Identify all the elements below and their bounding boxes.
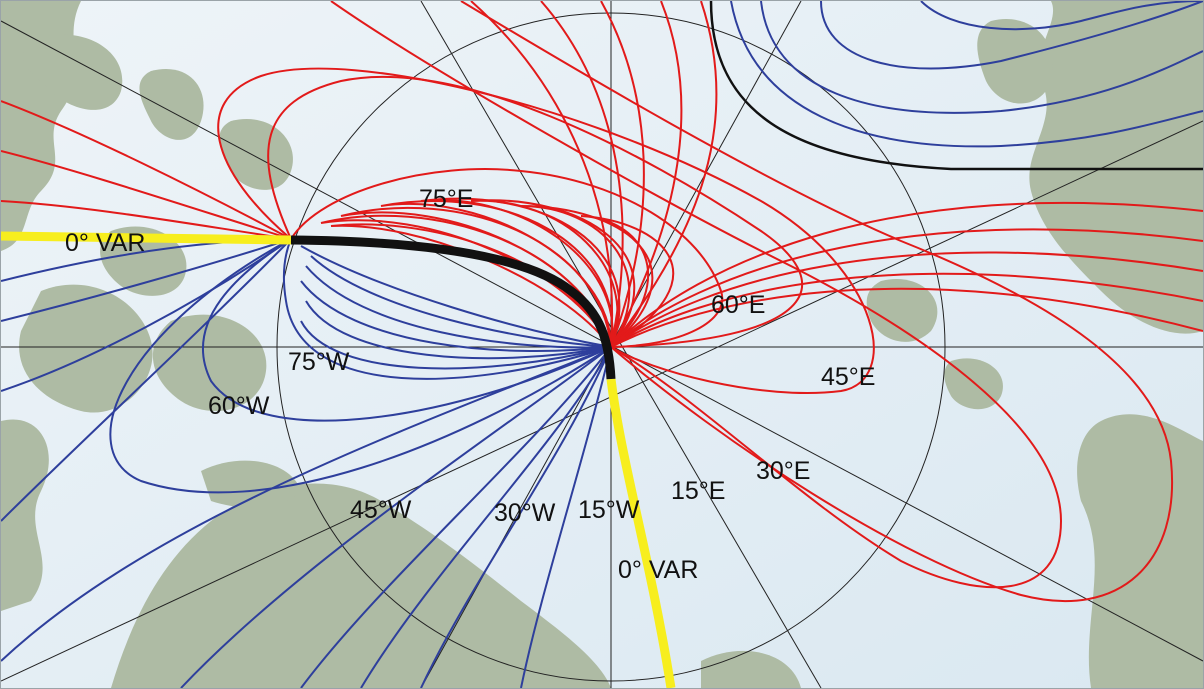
west-loop-inner-5	[305, 300, 612, 360]
label-15-west: 15°W	[578, 496, 640, 524]
zero-var-west-line	[1, 231, 292, 245]
label-30-east: 30°E	[756, 457, 810, 485]
land-west-coast	[1, 419, 49, 611]
meridian-steep-1	[420, 1, 822, 688]
west-loop-75	[282, 238, 612, 380]
west-line-sw-2	[300, 346, 612, 688]
east-loop-15	[460, 1, 1174, 602]
west-line-30	[180, 346, 612, 688]
west-line-w-4	[1, 238, 292, 522]
east-line-ne-4	[610, 228, 1203, 348]
land-franz-josef	[866, 279, 938, 342]
land-siberia-upper	[977, 19, 1053, 104]
label-60-west: 60°W	[208, 392, 270, 420]
label-75-west: 75°W	[288, 348, 350, 376]
land-greenland	[111, 483, 611, 688]
west-line-w-2	[1, 238, 292, 322]
east-loop-inner-8	[580, 215, 675, 348]
land-greenland-north	[201, 460, 301, 508]
east-line-n-1	[470, 1, 613, 348]
east-line-west-2	[1, 150, 292, 240]
east-line-west-1	[1, 100, 292, 240]
land-siberia-east	[1029, 1, 1203, 334]
east-line-n-3	[600, 1, 645, 348]
magnetic-pole-connector	[290, 235, 616, 380]
east-line-ne-3	[610, 251, 1203, 348]
east-line-n-2	[540, 1, 624, 348]
east-line-ne-1	[610, 287, 1203, 348]
west-line-w-3	[1, 238, 292, 392]
west-line-ne-2	[760, 1, 1203, 114]
east-loop-inner-7	[520, 205, 654, 348]
west-loop-inner-1	[300, 245, 612, 348]
label-zero-var-west: 0° VAR	[65, 229, 145, 257]
west-loop-inner-2	[310, 255, 612, 348]
land-west-island-4	[19, 284, 153, 413]
label-45-east: 45°E	[821, 363, 875, 391]
west-line-15	[420, 346, 612, 688]
west-line-ne-1	[820, 1, 1203, 70]
west-loop-45	[109, 238, 612, 494]
land-west-island-6	[152, 314, 267, 411]
west-loop-inner-6	[300, 320, 612, 370]
variation-labels: 0° VAR 0° VAR 75°E 60°E 45°E 30°E 15°E 7…	[65, 185, 875, 584]
east-line-n-5	[610, 1, 718, 348]
east-line-ne-2	[610, 272, 1203, 348]
label-45-west: 45°W	[350, 496, 412, 524]
east-loop-inner-4	[380, 200, 614, 348]
meridian-sw-ne	[1, 120, 1203, 682]
east-loop-45	[217, 67, 875, 394]
label-75-east: 75°E	[419, 185, 473, 213]
west-line-sw-3	[360, 346, 612, 688]
zero-variation-lines	[1, 231, 676, 688]
label-15-east: 15°E	[671, 477, 725, 505]
west-line-w-5	[1, 346, 612, 662]
east-loop-75	[290, 168, 724, 348]
label-30-west: 30°W	[494, 499, 556, 527]
west-line-ne-3	[730, 1, 1203, 148]
east-line-ne-5	[610, 201, 1203, 348]
east-loop-60	[267, 76, 803, 348]
east-line-n-4	[610, 1, 683, 348]
label-60-east: 60°E	[711, 291, 765, 319]
land-west-island-5	[100, 226, 187, 296]
west-line-sw-1	[520, 346, 612, 688]
west-loop-inner-4	[300, 280, 612, 353]
agonic-line-northeast	[709, 1, 1203, 171]
east-isogonic-lines	[1, 1, 1203, 602]
east-loop-30	[330, 1, 1063, 589]
land-west-island-3	[219, 119, 293, 190]
zero-var-south-line	[606, 378, 676, 688]
east-line-west-3	[1, 200, 292, 240]
land-novaya-zemlya	[1077, 414, 1203, 688]
land-west-island-1	[22, 34, 123, 110]
west-loop-60	[202, 238, 612, 422]
land-west-island-2	[139, 69, 204, 140]
west-loop-inner-3	[305, 265, 612, 349]
label-zero-var-south: 0° VAR	[618, 556, 698, 584]
west-line-ne-4	[920, 1, 1203, 31]
